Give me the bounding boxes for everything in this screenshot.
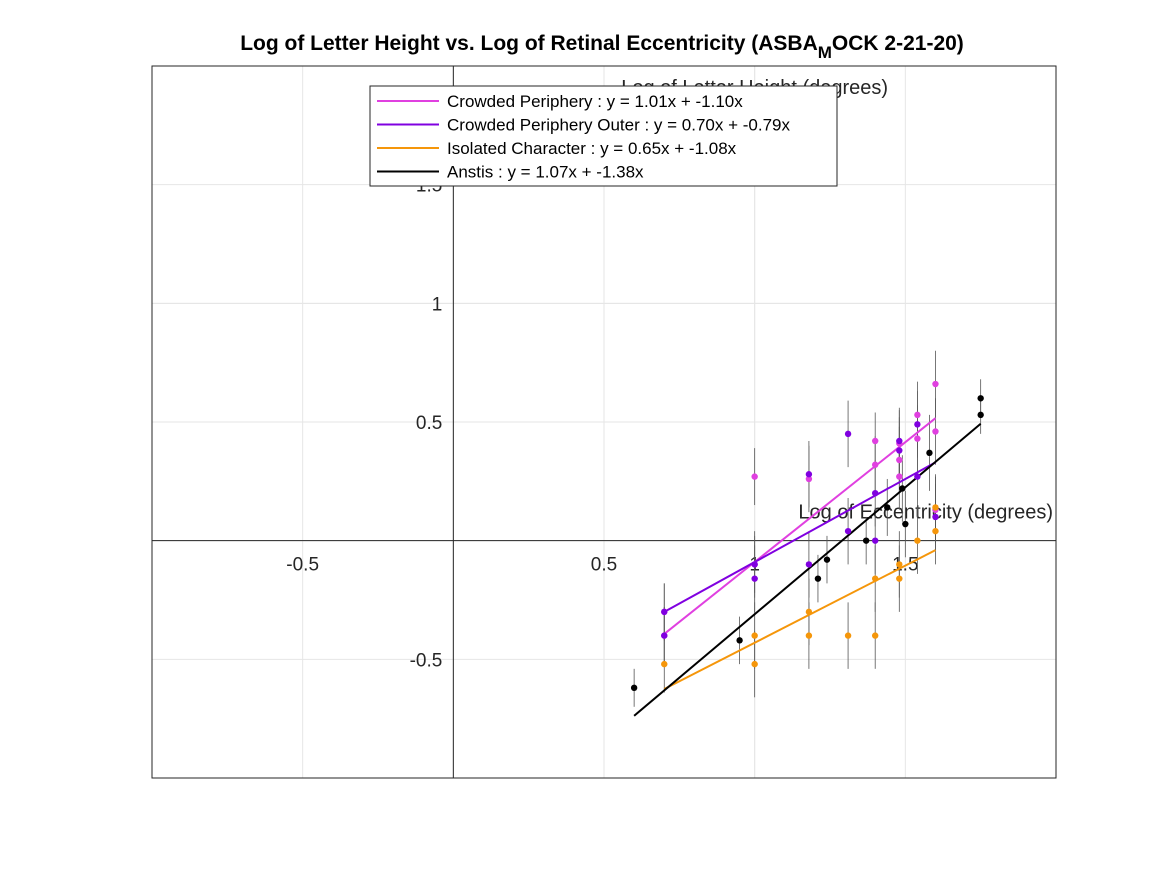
data-point [977, 395, 984, 402]
data-point [977, 411, 984, 419]
data-point [751, 660, 758, 668]
data-point [914, 411, 921, 419]
data-point [884, 504, 891, 511]
fit-line [663, 549, 936, 690]
chart-title-tail: OCK 2-21-20) [832, 32, 964, 55]
data-point [914, 537, 921, 544]
data-point [751, 561, 758, 568]
chart-title-subscript: M [818, 43, 832, 62]
legend: Crowded Periphery : y = 1.01x + -1.10x Cr… [369, 85, 838, 187]
data-point [751, 632, 758, 639]
data-point [736, 637, 743, 644]
data-point [862, 537, 870, 544]
x-tick-label: 0.5 [591, 555, 617, 576]
data-point [844, 430, 852, 438]
data-point [751, 473, 758, 480]
data-point [661, 608, 668, 616]
plot-border [151, 65, 1057, 779]
legend-entry: Crowded Periphery : y = 1.01x + -1.10x [447, 92, 743, 111]
data-point [914, 421, 921, 428]
data-point [896, 456, 903, 464]
data-point [932, 380, 939, 388]
data-point [932, 504, 939, 511]
data-point [805, 632, 813, 639]
data-point [872, 490, 879, 497]
chart-title: Log of Letter Height vs. Log of Retinal … [240, 32, 964, 62]
data-point [844, 527, 852, 535]
legend-box [369, 85, 838, 187]
data-point [872, 537, 879, 544]
y-tick-label: -0.5 [410, 650, 443, 671]
data-point [805, 475, 813, 483]
fit-line [663, 417, 937, 635]
data-point [896, 437, 903, 445]
data-point [896, 447, 903, 454]
data-point [914, 473, 921, 480]
data-point [932, 513, 939, 521]
data-point [872, 461, 879, 468]
data-point [844, 632, 852, 639]
data-point [872, 437, 879, 445]
data-point [872, 632, 879, 639]
fit-line [633, 423, 982, 717]
fit-line [663, 461, 936, 613]
chart-title-main: Log of Letter Height vs. Log of Retinal … [240, 32, 818, 55]
x-tick-label: -0.5 [286, 555, 319, 576]
data-point [805, 561, 813, 568]
data-point [902, 520, 909, 528]
data-point [926, 449, 933, 457]
data-point [814, 575, 822, 582]
plot-area: -0.50.511.5-0.50.511.5Log of Eccentricit… [151, 65, 1057, 779]
x-axis-label: Log of Eccentricity (degrees) [798, 502, 1053, 524]
data-point [805, 608, 813, 616]
data-point [896, 575, 903, 582]
data-point [751, 575, 758, 582]
data-point [914, 435, 921, 442]
data-point [823, 556, 831, 563]
data-point [872, 575, 879, 582]
data-point [661, 632, 668, 639]
data-point [896, 473, 903, 480]
data-point [661, 660, 668, 668]
y-tick-label: 0.5 [416, 413, 442, 434]
data-point [932, 428, 939, 435]
data-point [932, 527, 939, 535]
legend-entry: Crowded Periphery Outer : y = 0.70x + -0… [447, 116, 791, 135]
legend-entry: Anstis : y = 1.07x + -1.38x [447, 163, 644, 182]
data-point [805, 471, 813, 478]
data-point [896, 561, 903, 568]
y-tick-label: 1 [432, 294, 443, 315]
legend-entry: Isolated Character : y = 0.65x + -1.08x [447, 139, 737, 158]
data-point [899, 485, 906, 492]
data-point [630, 684, 638, 692]
